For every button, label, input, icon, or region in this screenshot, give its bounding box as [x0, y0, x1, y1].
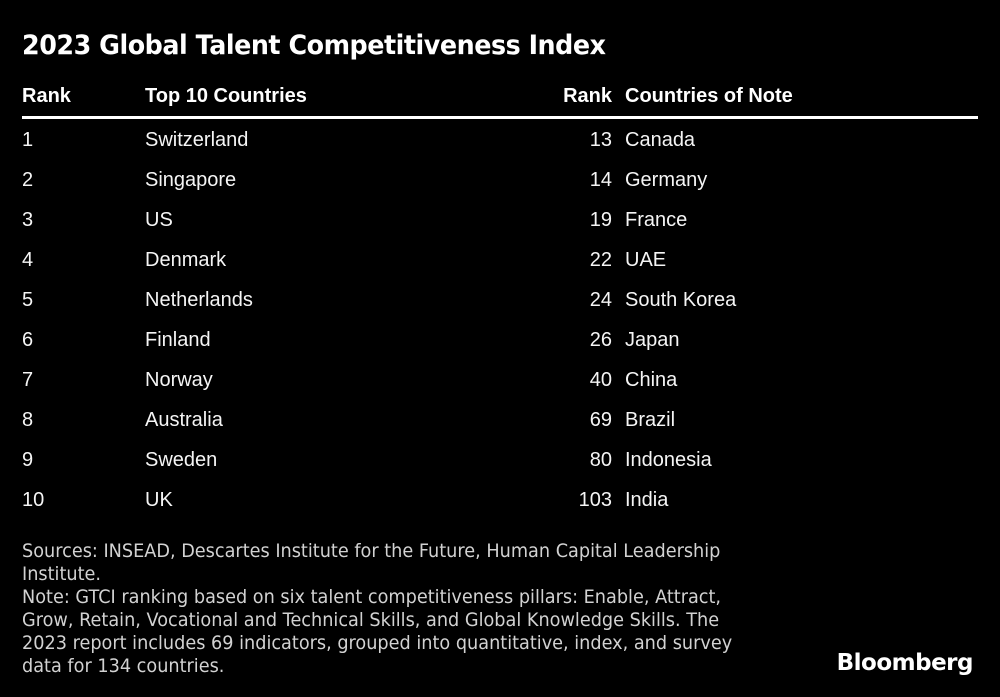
rank-cell: 103: [578, 488, 612, 511]
header-divider: [22, 116, 978, 119]
rank-cell: 9: [22, 448, 34, 471]
country-cell: Canada: [625, 128, 696, 151]
rank-cell: 8: [22, 408, 34, 431]
table-row: 8 Australia 69 Brazil: [0, 400, 1000, 440]
rank-cell: 69: [589, 408, 612, 431]
column-header-countries-of-note: Countries of Note: [625, 85, 793, 107]
table-row: 2 Singapore 14 Germany: [0, 160, 1000, 200]
country-cell: South Korea: [625, 288, 737, 311]
page-title: 2023 Global Talent Competitiveness Index: [22, 30, 606, 61]
table-header-row: Rank Top 10 Countries Rank Countries of …: [0, 85, 1000, 109]
column-header-top10-countries: Top 10 Countries: [145, 85, 307, 107]
table-row: 6 Finland 26 Japan: [0, 320, 1000, 360]
country-cell: Sweden: [145, 448, 218, 471]
country-cell: UK: [145, 488, 173, 511]
rank-cell: 1: [22, 128, 34, 151]
country-cell: Brazil: [625, 408, 676, 431]
country-cell: Japan: [625, 328, 680, 351]
rank-cell: 19: [589, 208, 612, 231]
country-cell: France: [625, 208, 688, 231]
country-cell: Finland: [145, 328, 211, 351]
rank-cell: 26: [589, 328, 612, 351]
country-cell: Netherlands: [145, 288, 253, 311]
rank-cell: 24: [589, 288, 612, 311]
country-cell: Denmark: [145, 248, 227, 271]
footnote: Sources: INSEAD, Descartes Institute for…: [22, 540, 732, 678]
rank-cell: 40: [589, 368, 612, 391]
country-cell: Switzerland: [145, 128, 249, 151]
footnote-line: 2023 report includes 69 indicators, grou…: [22, 632, 733, 654]
country-cell: Indonesia: [625, 448, 712, 471]
country-cell: Singapore: [145, 168, 237, 191]
country-cell: Germany: [625, 168, 708, 191]
column-header-rank-right: Rank: [563, 85, 612, 107]
bloomberg-logo: Bloomberg: [836, 650, 974, 676]
country-cell: Norway: [145, 368, 213, 391]
table-row: 5 Netherlands 24 South Korea: [0, 280, 1000, 320]
footnote-line: Grow, Retain, Vocational and Technical S…: [22, 609, 720, 631]
country-cell: India: [625, 488, 669, 511]
footnote-line: Note: GTCI ranking based on six talent c…: [22, 586, 722, 608]
rank-cell: 7: [22, 368, 34, 391]
footnote-line: Sources: INSEAD, Descartes Institute for…: [22, 540, 721, 562]
country-cell: Australia: [145, 408, 223, 431]
rank-cell: 2: [22, 168, 34, 191]
rank-cell: 6: [22, 328, 34, 351]
column-header-rank-left: Rank: [22, 85, 71, 107]
country-cell: China: [625, 368, 678, 391]
table-row: 9 Sweden 80 Indonesia: [0, 440, 1000, 480]
country-cell: US: [145, 208, 173, 231]
rank-cell: 13: [589, 128, 612, 151]
rank-cell: 3: [22, 208, 34, 231]
rank-cell: 4: [22, 248, 34, 271]
table-row: 3 US 19 France: [0, 200, 1000, 240]
rank-cell: 5: [22, 288, 34, 311]
table-row: 10 UK 103 India: [0, 480, 1000, 520]
rank-cell: 22: [589, 248, 612, 271]
table-rows: 1 Switzerland 13 Canada 2 Singapore 14 Germany 3…: [0, 120, 1000, 520]
footnote-line: data for 134 countries.: [22, 655, 225, 677]
table-row: 7 Norway 40 China: [0, 360, 1000, 400]
table-row: 1 Switzerland 13 Canada: [0, 120, 1000, 160]
country-cell: UAE: [625, 248, 667, 271]
table-row: 4 Denmark 22 UAE: [0, 240, 1000, 280]
rank-cell: 14: [589, 168, 612, 191]
rank-cell: 10: [22, 488, 45, 511]
rank-cell: 80: [589, 448, 612, 471]
footnote-line: Institute.: [22, 563, 102, 585]
